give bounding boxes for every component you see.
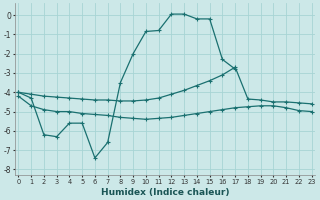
X-axis label: Humidex (Indice chaleur): Humidex (Indice chaleur) bbox=[101, 188, 229, 197]
